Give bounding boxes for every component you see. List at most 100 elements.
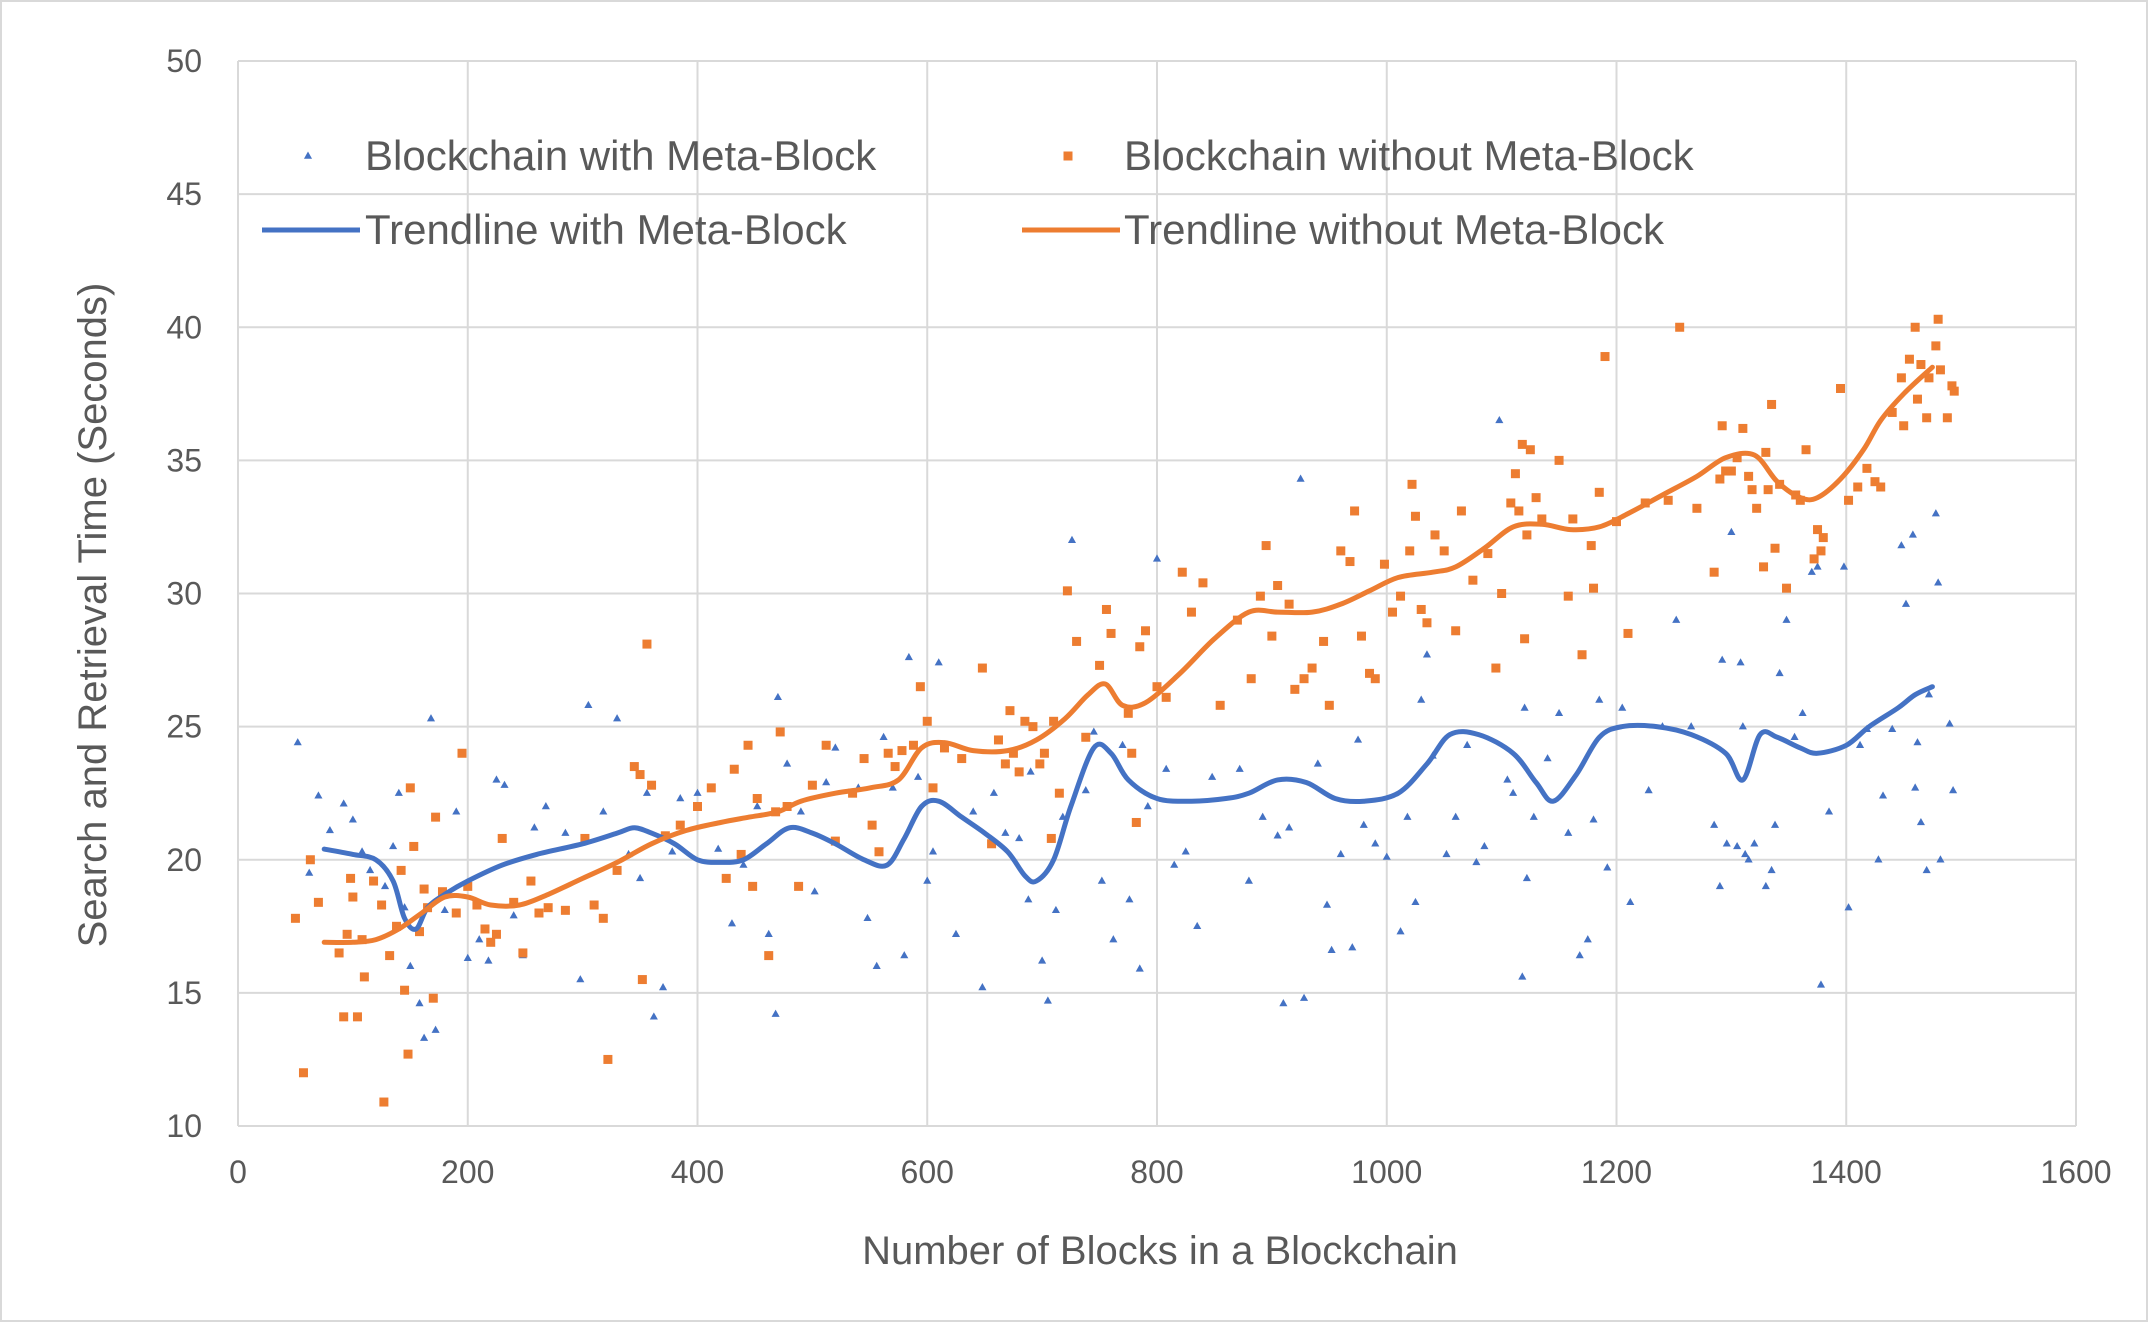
data-point [1568, 514, 1578, 524]
data-point [1554, 455, 1564, 465]
data-point [753, 802, 762, 810]
data-point [1795, 495, 1805, 505]
data-point [1759, 562, 1769, 572]
data-point [1503, 775, 1512, 783]
data-point [1747, 485, 1757, 495]
data-point [1497, 589, 1507, 598]
data-point [534, 908, 544, 918]
data-point [969, 807, 978, 815]
x-tick-label: 1200 [1581, 1154, 1652, 1190]
data-point [796, 807, 805, 815]
data-point [1722, 839, 1731, 847]
data-point [1015, 833, 1024, 842]
data-point [1594, 487, 1604, 497]
data-point [1177, 567, 1187, 577]
tick-labels: 10 15 20 25 30 35 40 45 50 0 200 400 600 800 1000 1200 1… [166, 43, 2111, 1190]
data-point [612, 865, 622, 875]
data-point [1522, 530, 1532, 540]
data-point [642, 639, 652, 649]
data-point [1933, 314, 1943, 324]
data-point [1767, 865, 1776, 874]
data-point [642, 788, 652, 796]
data-point [807, 780, 817, 790]
data-point [879, 732, 888, 740]
data-point [1876, 482, 1886, 492]
data-point [1267, 631, 1277, 641]
trendline-with-meta-block [321, 684, 1935, 932]
data-point [1770, 543, 1780, 553]
data-point [405, 783, 415, 793]
data-point [1407, 479, 1417, 489]
data-point [1480, 841, 1489, 850]
data-point [1046, 833, 1056, 843]
data-point [1371, 839, 1380, 847]
data-point [1514, 506, 1524, 516]
data-point [900, 951, 909, 959]
data-point [810, 887, 819, 895]
data-point [1509, 788, 1518, 796]
data-point [1123, 708, 1133, 718]
data-point [1365, 668, 1375, 678]
data-point [1510, 469, 1520, 479]
data-point [1097, 876, 1106, 884]
data-point [1313, 759, 1322, 767]
data-point [1345, 557, 1355, 567]
data-point [561, 828, 570, 836]
data-point [348, 815, 357, 823]
data-point [923, 876, 932, 884]
data-point [922, 716, 932, 726]
data-point [1836, 383, 1846, 393]
data-point [1949, 786, 1958, 794]
data-point [1736, 658, 1745, 666]
y-tick-label: 35 [166, 442, 202, 478]
legend-label: Blockchain with Meta-Block [365, 132, 877, 179]
data-point [313, 897, 323, 907]
data-point [420, 1033, 429, 1041]
y-axis-title: Search and Retrieval Time (Seconds) [71, 283, 115, 948]
data-point [1451, 812, 1460, 820]
data-point [1913, 738, 1922, 746]
data-point [1246, 674, 1256, 684]
data-marks [290, 314, 1959, 1107]
data-point [649, 1012, 658, 1020]
data-point [415, 927, 425, 937]
data-point [580, 833, 590, 843]
legend-label: Trendline with Meta-Block [365, 206, 848, 253]
data-point [457, 748, 467, 758]
data-point [1947, 381, 1957, 391]
data-point [396, 865, 406, 875]
data-point [1741, 849, 1750, 858]
x-tick-label: 200 [441, 1154, 494, 1190]
data-point [1506, 498, 1516, 508]
data-point [1215, 700, 1225, 710]
data-point [400, 985, 410, 995]
data-point [1109, 935, 1118, 943]
data-point [1813, 562, 1822, 570]
data-point [867, 820, 877, 830]
data-point [993, 735, 1003, 745]
data-point [1135, 642, 1145, 652]
data-point [989, 788, 998, 796]
legend-item: Blockchain without Meta-Block [1063, 132, 1695, 179]
data-point [1442, 849, 1451, 858]
data-point [431, 1025, 440, 1033]
data-point [1853, 482, 1863, 492]
data-point [1911, 783, 1920, 791]
data-point [1152, 554, 1162, 562]
data-point [1422, 650, 1432, 658]
data-point [543, 903, 553, 913]
data-point [1687, 722, 1696, 730]
data-point [739, 860, 748, 868]
data-point [1026, 767, 1035, 775]
data-point [1790, 732, 1799, 740]
data-point [1710, 820, 1719, 828]
data-point [491, 929, 501, 939]
data-point [1931, 341, 1941, 351]
data-point [1336, 849, 1345, 858]
data-point [848, 788, 858, 798]
data-point [314, 791, 323, 799]
data-point [1727, 527, 1736, 535]
data-point [658, 983, 668, 991]
data-point [1285, 823, 1294, 831]
data-point [915, 682, 925, 692]
